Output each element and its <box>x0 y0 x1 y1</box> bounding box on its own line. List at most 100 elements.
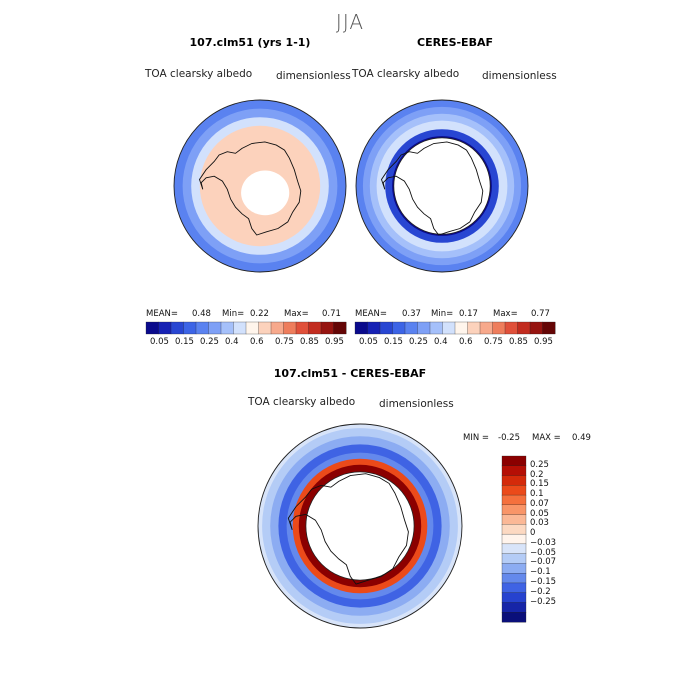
colorbar-swatch-5 <box>417 321 431 335</box>
colorbar-swatch-8 <box>454 321 468 335</box>
coastline <box>381 141 484 236</box>
panel2-map <box>355 99 529 273</box>
panel1-units-label: dimensionless <box>276 70 351 82</box>
panel1-colorbar <box>145 321 347 335</box>
colorbar-swatch-10 <box>501 553 527 564</box>
colorbar-swatch-5 <box>501 504 527 516</box>
colorbar-tick-label: −0.03 <box>530 537 557 548</box>
panel1-mean-label: MEAN= <box>146 309 178 319</box>
colorbar-tick-label: 0.05 <box>150 337 169 347</box>
colorbar-tick-label: −0.07 <box>530 557 557 568</box>
panel1-max-value: 0.71 <box>322 309 341 319</box>
panel1-max-label: Max= <box>284 309 309 319</box>
colorbar-swatch-1 <box>501 465 527 476</box>
panel3-max-label: MAX = <box>532 433 561 443</box>
colorbar-tick-label: −0.15 <box>530 576 557 587</box>
colorbar-tick-label: 0.85 <box>300 337 319 347</box>
colorbar-swatch-0 <box>354 321 368 335</box>
colorbar-tick-label: −0.05 <box>530 547 557 558</box>
panel1-mean-value: 0.48 <box>192 309 211 319</box>
colorbar-swatch-9 <box>501 543 527 555</box>
colorbar-swatch-14 <box>501 592 527 603</box>
panel2-colorbar <box>354 321 556 335</box>
panel3-title: 107.clm51 - CERES-EBAF <box>273 367 427 380</box>
colorbar-tick-label: 0.25 <box>200 337 219 347</box>
colorbar-swatch-2 <box>379 321 393 335</box>
colorbar-tick-label: 0.6 <box>250 337 264 347</box>
panel2-min-label: Min= <box>431 309 454 319</box>
colorbar-tick-label: 0.15 <box>384 337 403 347</box>
colorbar-tick-label: 0.2 <box>530 469 544 480</box>
colorbar-tick-label: 0.75 <box>275 337 294 347</box>
colorbar-swatch-11 <box>283 321 297 335</box>
panel3-colorbar <box>501 455 527 623</box>
colorbar-swatch-7 <box>501 524 527 535</box>
colorbar-swatch-1 <box>158 321 172 335</box>
colorbar-swatch-15 <box>501 602 527 613</box>
colorbar-swatch-12 <box>501 573 527 584</box>
panel1-min-label: Min= <box>222 309 245 319</box>
panel1-map <box>173 99 347 273</box>
panel2-variable-label: TOA clearsky albedo <box>352 68 460 80</box>
panel2-max-label: Max= <box>493 309 518 319</box>
colorbar-tick-label: 0.25 <box>409 337 428 347</box>
colorbar-tick-label: 0.95 <box>325 337 344 347</box>
colorbar-tick-label: 0.15 <box>530 479 549 490</box>
panel1-min-value: 0.22 <box>250 309 269 319</box>
colorbar-swatch-14 <box>320 321 334 335</box>
colorbar-swatch-7 <box>442 321 456 335</box>
colorbar-swatch-2 <box>170 321 184 335</box>
panel2-max-value: 0.77 <box>531 309 550 319</box>
colorbar-swatch-13 <box>308 321 322 335</box>
colorbar-tick-label: 0.25 <box>530 459 549 470</box>
colorbar-tick-label: 0.75 <box>484 337 503 347</box>
panel3-units-label: dimensionless <box>379 398 454 410</box>
panel1-title: 107.clm51 (yrs 1-1) <box>189 36 311 49</box>
panel2-mean-value: 0.37 <box>402 309 421 319</box>
colorbar-swatch-1 <box>367 321 381 335</box>
colorbar-tick-label: 0.05 <box>530 508 549 519</box>
colorbar-swatch-9 <box>467 321 481 335</box>
colorbar-tick-label: 0.4 <box>225 337 239 347</box>
colorbar-swatch-13 <box>517 321 531 335</box>
colorbar-tick-label: 0.07 <box>530 498 549 509</box>
colorbar-swatch-0 <box>501 455 527 467</box>
colorbar-tick-label: 0.4 <box>434 337 448 347</box>
map-boundary <box>173 99 347 273</box>
panel3-min-label: MIN = <box>463 433 490 443</box>
figure-title: JJA <box>335 10 365 34</box>
colorbar-swatch-4 <box>404 321 418 335</box>
colorbar-swatch-12 <box>295 321 309 335</box>
colorbar-swatch-3 <box>392 321 406 335</box>
coastline <box>199 141 302 236</box>
colorbar-swatch-11 <box>501 563 527 574</box>
colorbar-swatch-10 <box>270 321 284 335</box>
colorbar-tick-label: 0.95 <box>534 337 553 347</box>
colorbar-tick-label: 0.15 <box>175 337 194 347</box>
colorbar-tick-label: 0 <box>530 528 536 539</box>
colorbar-swatch-15 <box>542 321 556 335</box>
colorbar-swatch-0 <box>145 321 159 335</box>
colorbar-tick-label: 0.03 <box>530 518 549 529</box>
colorbar-swatch-12 <box>504 321 518 335</box>
colorbar-swatch-7 <box>233 321 247 335</box>
colorbar-swatch-4 <box>195 321 209 335</box>
panel3-variable-label: TOA clearsky albedo <box>248 396 356 408</box>
colorbar-swatch-8 <box>501 533 527 545</box>
panel2-mean-label: MEAN= <box>355 309 387 319</box>
colorbar-swatch-11 <box>492 321 506 335</box>
colorbar-swatch-2 <box>501 475 527 486</box>
colorbar-tick-label: 0.85 <box>509 337 528 347</box>
panel1-variable-label: TOA clearsky albedo <box>145 68 253 80</box>
panel2-title: CERES-EBAF <box>417 36 493 49</box>
colorbar-tick-label: 0.05 <box>359 337 378 347</box>
colorbar-swatch-14 <box>529 321 543 335</box>
colorbar-swatch-9 <box>258 321 272 335</box>
colorbar-swatch-10 <box>479 321 493 335</box>
missing-data-hole <box>241 170 290 216</box>
colorbar-swatch-16 <box>501 612 527 623</box>
colorbar-tick-label: −0.25 <box>530 596 557 607</box>
panel2-min-value: 0.17 <box>459 309 478 319</box>
colorbar-tick-label: 0.1 <box>530 489 544 500</box>
panel3-min-value: -0.25 <box>498 433 520 443</box>
